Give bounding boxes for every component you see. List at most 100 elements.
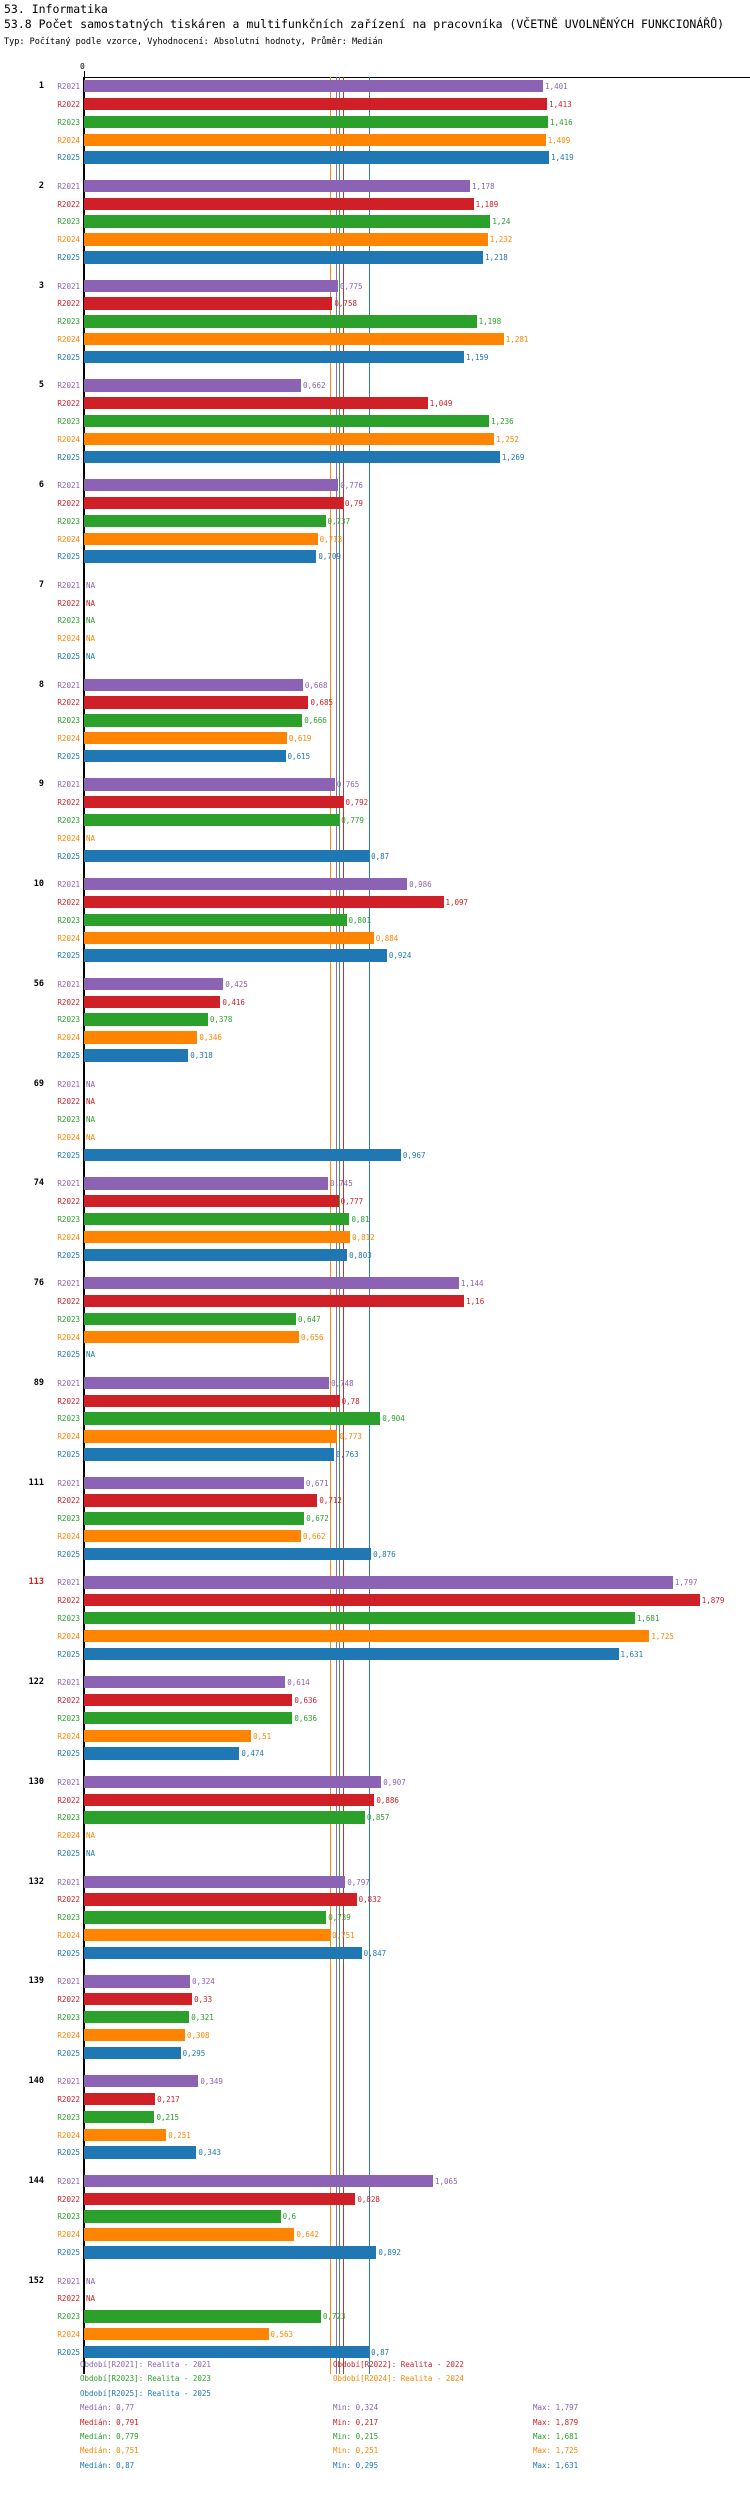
bar-row: R2021 NA [0, 2275, 750, 2287]
bar-row: R2022 0,636 [0, 1693, 750, 1707]
series-tick-label: R2023 [57, 217, 80, 227]
series-tick-label-wrap: R2024 [44, 732, 80, 744]
group-label: 122 [28, 1677, 44, 1687]
bar-value-label: 0,828 [357, 2194, 380, 2204]
series-tick-label-wrap: R2025 [44, 151, 80, 163]
bar-row: R2024 1,281 [0, 333, 750, 346]
series-tick-label-wrap: R2024 [44, 832, 80, 844]
bar-row: R2024 0,51 [0, 1729, 750, 1742]
bar-group: 89 R2021 0,748 R2022 0,78 R2023 0,904 R2024 0,77… [0, 1376, 750, 1466]
series-tick-label-wrap: R2025 [44, 2246, 80, 2258]
bar-value-label: 0,79 [344, 498, 363, 508]
series-tick-label-wrap: R2024 [44, 1131, 80, 1143]
bar-row: R2023 1,681 [0, 1611, 750, 1625]
bar-value-label: 1,232 [489, 235, 513, 245]
bar-row: R2025 0,295 [0, 2046, 750, 2060]
bar-value-label: 0,251 [168, 2130, 191, 2140]
series-tick-label: R2024 [57, 634, 80, 644]
reference-line-R2023-median [339, 77, 341, 2375]
bar-row: R2023 1,24 [0, 215, 750, 228]
bar [84, 333, 504, 346]
series-tick-label-wrap: R2021 [44, 1477, 80, 1489]
bar-row: R2025 0,474 [0, 1747, 750, 1760]
group-label: 89 [33, 1377, 44, 1388]
series-tick-label-wrap: R2024 [44, 333, 80, 345]
bar [84, 450, 500, 464]
bar-na-label: NA [86, 1350, 96, 1360]
group-label: 6 [38, 480, 44, 490]
series-tick-label-wrap: R2021 [44, 1776, 80, 1788]
series-tick-label-wrap: R2022 [44, 1794, 80, 1806]
bar-value-label: 0,723 [322, 2312, 346, 2322]
group-label: 144 [28, 2175, 44, 2186]
legend-row: Období[R2023]: Realita - 2023 Období[R202… [0, 2372, 750, 2386]
bar [84, 1993, 193, 2006]
series-tick-label: R2024 [57, 2130, 80, 2140]
series-tick-label-wrap: R2021 [44, 1277, 80, 1289]
bar [84, 1277, 459, 1290]
series-tick-label-wrap: R2023 [44, 515, 80, 527]
bar-row: R2021 1,144 [0, 1277, 750, 1290]
bar-row: R2022 0,712 [0, 1494, 750, 1507]
bar-value-label: 0,656 [300, 1332, 324, 1342]
bar-value-label: 0,797 [347, 1877, 370, 1887]
bar [84, 849, 370, 863]
bar-value-label: 0,847 [363, 1948, 387, 1958]
bar-group: 122 R2021 0,614 R2022 0,636 R2023 0,636 R2024 0,… [0, 1676, 750, 1765]
series-tick-label: R2023 [57, 1314, 80, 1324]
bar-row: R2024 0,656 [0, 1330, 750, 1343]
bar-value-label: 1,409 [547, 135, 571, 145]
series-tick-label: R2021 [57, 1478, 80, 1488]
series-tick-label-wrap: R2021 [44, 479, 80, 491]
bar [84, 1212, 350, 1226]
bar-row: R2022 0,33 [0, 1993, 750, 2006]
bar-row: R2022 1,16 [0, 1294, 750, 1308]
bar-value-label: 1,401 [545, 82, 568, 91]
series-tick-label-wrap: R2024 [44, 533, 80, 545]
bar [84, 1494, 318, 1507]
bar-row: R2022 1,189 [0, 197, 750, 210]
series-tick-label: R2023 [57, 815, 80, 825]
bar [84, 1811, 365, 1824]
bar [84, 696, 309, 709]
series-tick-label: R2025 [57, 1948, 80, 1958]
series-tick-label-wrap: R2021 [44, 1078, 80, 1090]
bar [84, 1476, 304, 1489]
bar-row: R2022 NA [0, 597, 750, 609]
bar-row: R2022 0,217 [0, 2092, 750, 2106]
legend-entry: Medián: 0,751 [80, 2446, 139, 2456]
series-tick-label: R2025 [57, 1649, 80, 1659]
series-tick-label-wrap: R2023 [44, 1313, 80, 1325]
series-tick-label: R2024 [57, 2230, 80, 2240]
series-tick-label-wrap: R2025 [44, 1149, 80, 1161]
bar-na-label: NA [86, 598, 96, 608]
series-tick-label: R2024 [57, 1232, 80, 1242]
bar-row: R2025 0,343 [0, 2146, 750, 2159]
series-tick-label-wrap: R2024 [44, 2328, 80, 2340]
series-tick-label: R2023 [57, 1414, 80, 1424]
bar [84, 279, 338, 292]
bar-row: R2024 0,619 [0, 732, 750, 745]
series-tick-label: R2021 [57, 181, 80, 191]
bar-value-label: 0,812 [352, 1232, 375, 1242]
bar-value-label: 1,159 [465, 352, 489, 362]
group-label: 132 [28, 1876, 44, 1887]
series-tick-label: R2022 [57, 897, 80, 907]
series-tick-label-wrap: R2023 [44, 1911, 80, 1923]
group-label: 8 [38, 679, 44, 690]
bar [84, 1911, 327, 1924]
bar-row: R2021 0,776 [0, 479, 750, 492]
series-tick-label-wrap: R2022 [44, 1594, 80, 1606]
bar-group: 6 R2021 0,776 R2022 0,79 R2023 0,737 R2024 0,713… [0, 479, 750, 568]
series-tick-label: R2024 [57, 534, 80, 544]
series-tick-label: R2024 [57, 1631, 80, 1641]
bar-value-label: 1,198 [478, 317, 502, 327]
bar-na-label: NA [86, 616, 96, 626]
series-tick-label: R2022 [57, 798, 80, 808]
bar-value-label: 1,419 [551, 153, 574, 163]
series-tick-label: R2025 [57, 1250, 80, 1260]
bar-row: R2022 0,758 [0, 297, 750, 310]
series-tick-label: R2022 [57, 1995, 80, 2005]
series-tick-label-wrap: R2025 [44, 1348, 80, 1360]
bar-row: R2025 1,419 [0, 151, 750, 164]
